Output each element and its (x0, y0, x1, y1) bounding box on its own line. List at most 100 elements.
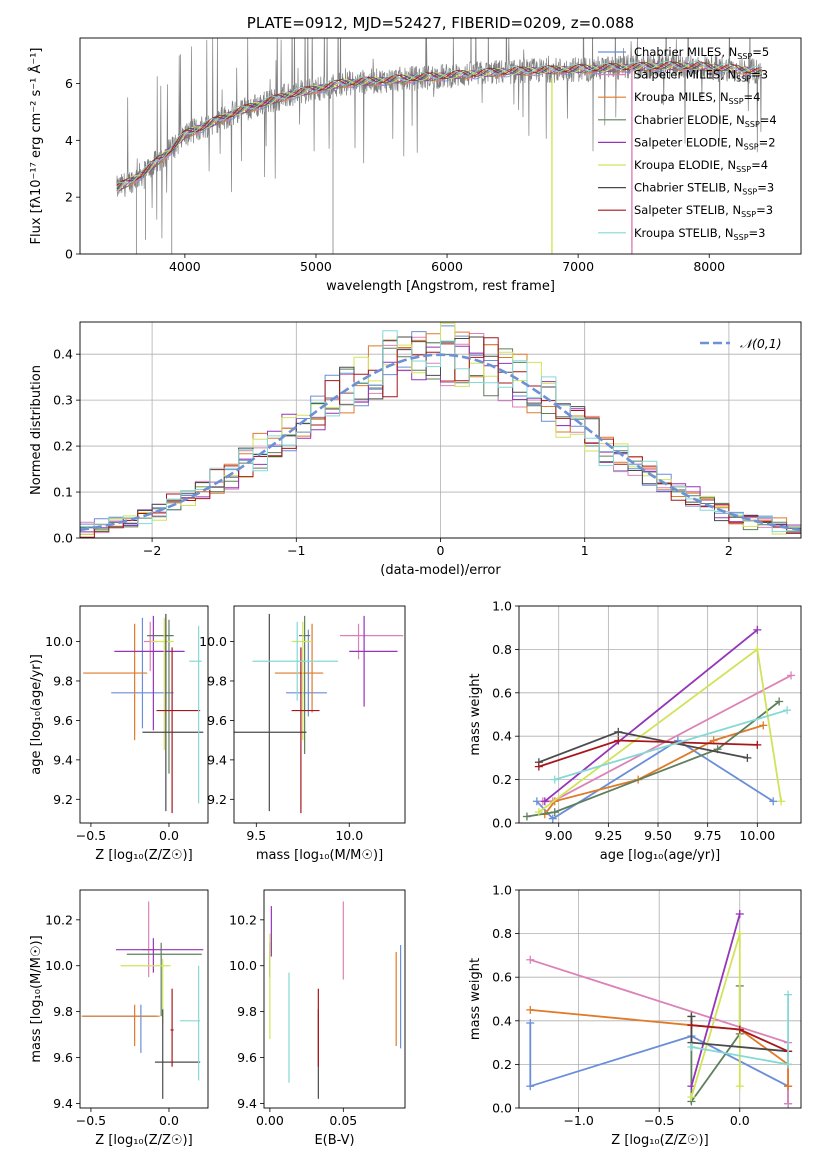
y-tick-label: 4 (65, 133, 73, 148)
errorbar-point (126, 942, 202, 1017)
y-axis-label: Flux [fλ10⁻¹⁷ erg cm⁻² s⁻¹ Å⁻¹] (28, 48, 44, 245)
x-tick-label: −1 (287, 543, 305, 558)
x-tick-label: 10.00 (739, 828, 775, 843)
legend-tail: =4 (760, 113, 777, 127)
series-line-chabrier_miles (536, 739, 774, 820)
legend-label: Kroupa STELIB, N (634, 226, 734, 240)
x-tick-label: 0 (437, 543, 445, 558)
y-tick-label: 0.2 (492, 1057, 512, 1072)
y-tick-label: 0.8 (492, 926, 512, 941)
series-marker (783, 706, 792, 715)
errorbar-point (154, 1009, 201, 1099)
x-tick-label: 0.0 (730, 1113, 750, 1128)
legend-entry: Kroupa STELIB, NSSP=3 (634, 226, 765, 242)
errorbar-point (81, 1004, 160, 1047)
series-line-salpeter_elodie (690, 913, 741, 1087)
y-tick-label: 1.0 (492, 883, 512, 898)
model-spectrum-kroupa_stelib (116, 60, 762, 184)
x-axis-label: Z [log₁₀(Z/Z☉)] (611, 1133, 708, 1148)
y-tick-label: 9.8 (53, 1004, 73, 1019)
normal-curve (80, 353, 801, 532)
y-tick-label: 10.0 (199, 634, 227, 649)
series-marker (614, 727, 623, 736)
x-tick-label: 4000 (169, 259, 201, 274)
y-tick-label: 9.2 (207, 792, 227, 807)
series-marker (534, 762, 543, 771)
series-marker (735, 1082, 744, 1091)
x-tick-label: 5000 (300, 259, 332, 274)
chart-title: PLATE=0912, MJD=52427, FIBERID=0209, z=0… (247, 14, 634, 32)
mass_vs_Z-errorbars (81, 901, 204, 1099)
mass_vs_ebv-errorbars (269, 901, 402, 1099)
series-marker (759, 721, 768, 730)
legend-label: Kroupa ELODIE, N (634, 158, 736, 172)
y-tick-label: 0.0 (53, 531, 73, 546)
legend-label: Chabrier MILES, N (634, 45, 737, 59)
series-marker (784, 1082, 793, 1091)
errorbar-point (147, 619, 174, 774)
legend-entry: Chabrier STELIB, NSSP=3 (634, 181, 774, 197)
x-axis-label: age [log₁₀(age/yr)] (600, 848, 721, 863)
y-tick-label: 9.8 (53, 673, 73, 688)
y-axis-label: mass [log₁₀(M/M☉)] (29, 935, 44, 1062)
errorbar-point (144, 621, 157, 672)
y-tick-label: 10.2 (229, 912, 257, 927)
x-tick-label: 0.00 (256, 1113, 284, 1128)
series-marker (787, 671, 796, 680)
series-marker (687, 1012, 696, 1021)
x-tick-label: −0.5 (76, 828, 106, 843)
series-marker (777, 797, 786, 806)
legend-tail: =3 (756, 203, 773, 217)
x-tick-label: −0.5 (76, 1113, 106, 1128)
errorbar-point (83, 1004, 157, 1053)
errorbar-point (291, 647, 320, 814)
legend-sub: SSP (737, 52, 752, 61)
legend-entry: Chabrier MILES, NSSP=5 (634, 45, 769, 61)
spectrum-panel: PLATE=0912, MJD=52427, FIBERID=0209, z=0… (28, 14, 802, 294)
x-tick-label: 8000 (693, 259, 725, 274)
y-tick-label: 10.0 (229, 958, 257, 973)
x-tick-label: −2 (143, 543, 161, 558)
y-tick-label: 9.4 (207, 752, 227, 767)
series-marker (784, 1060, 793, 1069)
x-tick-label: 9.50 (644, 828, 672, 843)
x-tick-label: 2 (725, 543, 733, 558)
x-axis-label: wavelength [Angstrom, rest frame] (326, 279, 555, 294)
x-tick-label: 0.05 (329, 1113, 357, 1128)
y-tick-label: 6 (65, 76, 73, 91)
y-tick-label: 9.4 (237, 1096, 257, 1111)
y-tick-label: 2 (65, 190, 73, 205)
series-marker (526, 1018, 535, 1027)
y-tick-label: 9.6 (237, 1050, 257, 1065)
series-line-chabrier_elodie (526, 700, 780, 818)
y-tick-label: 0.0 (492, 816, 512, 831)
axes-frame (518, 605, 802, 824)
legend-label: Salpeter MILES, N (634, 68, 736, 82)
axes-frame (233, 605, 406, 824)
series-marker (526, 1005, 535, 1014)
histogram-panel: −2 −1 0 1 2 0.0 0.1 0.2 0.3 0.4 (data-model)/error… (29, 321, 802, 578)
x-tick-label: 9.75 (694, 828, 722, 843)
axes-frame (518, 889, 802, 1109)
model-spectrum-kroupa_elodie (116, 62, 762, 192)
series-marker (550, 808, 559, 817)
axes-frame (79, 889, 209, 1109)
series-marker (743, 753, 752, 762)
axes-frame (79, 605, 209, 824)
y-tick-label: 9.6 (53, 1050, 73, 1065)
legend-tail: =4 (744, 90, 761, 104)
legend-entry: Kroupa ELODIE, NSSP=4 (634, 158, 768, 174)
errorbar-point (349, 615, 398, 707)
series-marker (753, 625, 762, 634)
errorbar-point (189, 625, 202, 804)
legend-sub: SSP (744, 142, 759, 151)
legend-tail: =4 (751, 158, 768, 172)
y-axis-label: mass weight (468, 958, 483, 1040)
legend-tail: =2 (759, 135, 776, 149)
legend-entry: Salpeter STELIB, NSSP=3 (634, 203, 773, 219)
legend-label: Chabrier ELODIE, N (634, 113, 745, 127)
series-line-kroupa_elodie (690, 933, 741, 1098)
age_vs_Z-panel: −0.5 0.0 9.2 9.4 9.6 9.8 10.0 Z [log₁₀(Z/Z☉)] ag… (29, 605, 209, 863)
